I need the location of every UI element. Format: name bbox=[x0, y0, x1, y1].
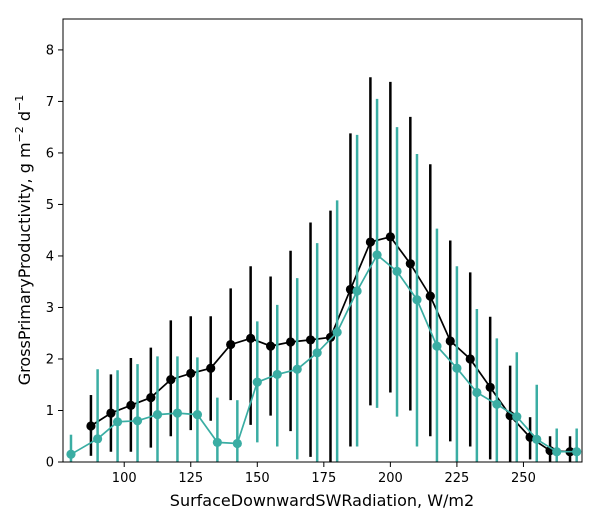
data-point-black bbox=[305, 335, 316, 345]
x-tick-label: 200 bbox=[378, 471, 403, 486]
data-point-teal bbox=[232, 438, 242, 449]
data-point-teal bbox=[532, 434, 542, 444]
x-tick-label: 125 bbox=[178, 471, 203, 486]
x-tick-label: 175 bbox=[311, 471, 336, 486]
data-point-black bbox=[465, 354, 475, 364]
data-point-black bbox=[365, 237, 376, 247]
data-point-teal bbox=[66, 449, 76, 459]
data-point-teal bbox=[572, 447, 582, 457]
data-point-teal bbox=[552, 447, 562, 457]
plot-frame bbox=[62, 18, 583, 463]
data-point-black bbox=[166, 374, 176, 385]
y-tick-label: 4 bbox=[46, 249, 54, 264]
data-point-black bbox=[405, 259, 415, 269]
data-point-black bbox=[146, 393, 156, 403]
data-point-teal bbox=[212, 437, 222, 448]
y-tick-label: 2 bbox=[46, 352, 54, 367]
x-tick-label: 250 bbox=[511, 471, 536, 486]
series-layer bbox=[66, 77, 582, 462]
data-point-teal bbox=[312, 348, 322, 358]
data-point-teal bbox=[192, 410, 203, 420]
data-point-teal bbox=[372, 250, 382, 260]
series-line-teal bbox=[70, 253, 577, 456]
data-point-black bbox=[246, 333, 256, 343]
data-point-black bbox=[86, 421, 96, 431]
data-point-teal bbox=[512, 412, 522, 422]
x-tick-label: 225 bbox=[444, 471, 469, 486]
data-point-teal bbox=[172, 408, 183, 418]
data-point-teal bbox=[392, 266, 402, 277]
data-point-teal bbox=[112, 417, 123, 427]
data-point-black bbox=[325, 332, 336, 342]
plot-area bbox=[66, 77, 582, 462]
y-axis-label: GrossPrimaryProductivity, g m−2 d−1 bbox=[13, 95, 34, 385]
series-teal bbox=[66, 98, 582, 462]
x-tick-label: 100 bbox=[112, 471, 137, 486]
data-point-black bbox=[445, 336, 455, 346]
data-point-black bbox=[425, 291, 435, 301]
y-tick-label: 1 bbox=[46, 404, 54, 419]
y-tick-label: 8 bbox=[46, 43, 54, 58]
y-axis-label-sup1: −2 bbox=[13, 126, 26, 142]
data-point-black bbox=[186, 368, 196, 378]
data-point-teal bbox=[452, 363, 462, 373]
data-point-teal bbox=[272, 369, 282, 380]
data-point-black bbox=[106, 408, 116, 418]
data-point-teal bbox=[412, 295, 422, 305]
x-axis-label: SurfaceDownwardSWRadiation, W/m2 bbox=[170, 491, 474, 510]
y-tick-label: 6 bbox=[46, 146, 54, 161]
y-axis-label-main: GrossPrimaryProductivity, g m bbox=[15, 142, 34, 385]
data-point-teal bbox=[492, 399, 502, 409]
data-point-teal bbox=[332, 327, 342, 337]
data-point-black bbox=[485, 382, 495, 392]
data-point-black bbox=[285, 337, 296, 347]
y-axis-label-mid: d bbox=[15, 111, 34, 126]
y-axis-label-sup2: −1 bbox=[13, 95, 26, 111]
series-black bbox=[86, 77, 575, 462]
data-point-teal bbox=[132, 416, 143, 426]
y-tick-label: 5 bbox=[46, 198, 54, 213]
data-point-black bbox=[126, 400, 136, 410]
y-tick-label: 3 bbox=[46, 301, 54, 316]
data-point-black bbox=[226, 339, 236, 350]
data-point-black bbox=[266, 341, 276, 351]
data-point-teal bbox=[472, 387, 482, 398]
axes-layer: 100 125 150 175 200 225 250 0 1 2 3 4 5 6 7 8 bbox=[46, 43, 536, 486]
data-point-teal bbox=[432, 341, 442, 351]
y-tick-label: 0 bbox=[46, 456, 54, 471]
data-point-black bbox=[385, 232, 395, 242]
data-point-teal bbox=[152, 410, 163, 420]
x-tick-label: 150 bbox=[245, 471, 270, 486]
data-point-teal bbox=[252, 377, 262, 387]
data-point-teal bbox=[292, 364, 302, 374]
y-tick-label: 7 bbox=[46, 95, 54, 110]
data-point-teal bbox=[352, 286, 362, 296]
data-point-black bbox=[206, 363, 216, 373]
data-point-teal bbox=[93, 434, 103, 444]
